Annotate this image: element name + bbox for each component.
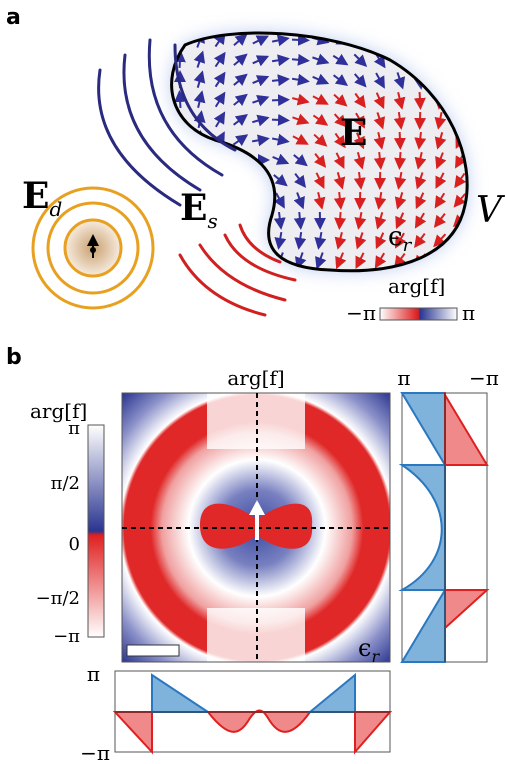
- field-arrow: [454, 235, 466, 245]
- field-arrow: [375, 34, 385, 47]
- panel-label: b: [6, 345, 22, 370]
- field-arrow: [197, 173, 204, 187]
- field-arrow: [179, 92, 180, 108]
- axis-label: π: [87, 662, 100, 686]
- field-arrow: [252, 177, 267, 182]
- axis-label: −π: [469, 366, 499, 390]
- colorbar-tick-label: π/2: [51, 473, 80, 494]
- scattered-field: Es: [180, 187, 218, 233]
- field-arrow: [457, 113, 463, 128]
- field-arrow: [233, 156, 247, 164]
- incident-field: Ed: [22, 175, 62, 221]
- field-arrow: [272, 120, 288, 121]
- field-arrow: [214, 195, 227, 205]
- field-arrow: [399, 152, 400, 168]
- field-arrow: [439, 32, 440, 48]
- field-arrow: [459, 32, 460, 48]
- colorbar-tick-label: 0: [69, 534, 80, 555]
- field-arrow: [234, 194, 245, 205]
- field-arrow: [418, 32, 422, 47]
- field-arrow: [176, 153, 184, 167]
- colorbar-tick-label: −π: [53, 626, 80, 647]
- field-arrow: [453, 255, 466, 264]
- field-arrow: [255, 194, 265, 207]
- field-arrow: [400, 132, 401, 148]
- field-arrow: [396, 33, 403, 47]
- field-arrow: [354, 35, 366, 45]
- colorbar-max: π: [462, 301, 475, 325]
- colorbar-tick-label: π: [68, 418, 80, 439]
- map-title: arg[f]: [227, 366, 284, 390]
- field-arrow: [260, 212, 261, 228]
- axis-label: π: [397, 366, 410, 390]
- field-arrow: [258, 232, 263, 247]
- field-arrow: [217, 153, 224, 168]
- field-arrow: [193, 237, 208, 243]
- field-arrow: [292, 40, 308, 41]
- colorbar: [380, 308, 457, 320]
- volume-label: V: [476, 190, 506, 231]
- field-arrow: [458, 92, 463, 107]
- field-arrow: [459, 52, 461, 68]
- panel-label: a: [6, 5, 21, 30]
- field-arrow: [434, 255, 446, 266]
- field-arrow: [339, 212, 340, 228]
- axis-label: −π: [80, 741, 110, 764]
- colorbar-title: arg[f]: [388, 274, 445, 298]
- scale-bar: [127, 645, 179, 656]
- colorbar-ticks: π π/2 0 −π/2 −π: [36, 418, 81, 647]
- colorbar-min: −π: [346, 301, 376, 325]
- field-arrow: [418, 52, 421, 68]
- colorbar-tick-label: −π/2: [36, 588, 80, 609]
- field-arrow: [179, 32, 181, 48]
- field-arrow: [193, 256, 206, 265]
- figure: a Ed Es E V ϵr arg[f] −π π b arg[f] ϵr a…: [0, 0, 507, 764]
- field-arrow: [232, 178, 247, 183]
- colorbar: [88, 425, 104, 637]
- field-arrow: [420, 92, 421, 108]
- field-arrow: [172, 238, 187, 242]
- field-arrow: [272, 100, 288, 101]
- field-arrow: [440, 72, 441, 88]
- dipole-center: [90, 247, 96, 253]
- internal-field: E: [340, 112, 367, 154]
- field-arrow: [458, 72, 461, 88]
